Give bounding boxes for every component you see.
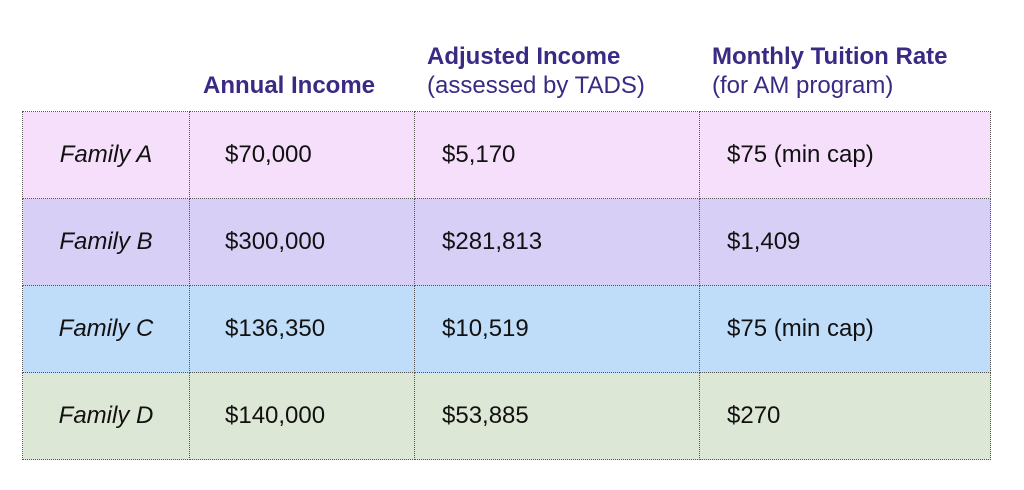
header-monthly-tuition-title: Monthly Tuition Rate [712,43,948,70]
annual-income-cell: $140,000 [189,372,415,460]
adjusted-income-cell: $281,813 [414,198,700,286]
header-monthly-tuition: Monthly Tuition Rate (for AM program) [712,42,948,100]
family-name-cell: Family B [22,198,190,286]
table-row-family-a: Family A $70,000 $5,170 $75 (min cap) [22,111,991,199]
family-name-cell: Family A [22,111,190,199]
family-name-cell: Family C [22,285,190,373]
header-annual-income: Annual Income [203,71,375,100]
adjusted-income-cell: $5,170 [414,111,700,199]
monthly-tuition-cell: $75 (min cap) [699,111,991,199]
annual-income-cell: $300,000 [189,198,415,286]
header-adjusted-income-subtitle: (assessed by TADS) [427,72,645,99]
monthly-tuition-cell: $75 (min cap) [699,285,991,373]
adjusted-income-cell: $53,885 [414,372,700,460]
table-row-family-b: Family B $300,000 $281,813 $1,409 [22,198,991,286]
header-annual-income-title: Annual Income [203,72,376,99]
family-name-cell: Family D [22,372,190,460]
annual-income-cell: $136,350 [189,285,415,373]
table-header: Annual Income Adjusted Income (assessed … [0,0,1024,112]
adjusted-income-cell: $10,519 [414,285,700,373]
monthly-tuition-cell: $1,409 [699,198,991,286]
annual-income-cell: $70,000 [189,111,415,199]
monthly-tuition-cell: $270 [699,372,991,460]
tuition-table: Family A $70,000 $5,170 $75 (min cap) Fa… [22,111,991,460]
header-monthly-tuition-subtitle: (for AM program) [712,72,894,99]
table-row-family-d: Family D $140,000 $53,885 $270 [22,372,991,460]
header-adjusted-income: Adjusted Income (assessed by TADS) [427,42,645,100]
header-adjusted-income-title: Adjusted Income [427,43,621,70]
table-row-family-c: Family C $136,350 $10,519 $75 (min cap) [22,285,991,373]
